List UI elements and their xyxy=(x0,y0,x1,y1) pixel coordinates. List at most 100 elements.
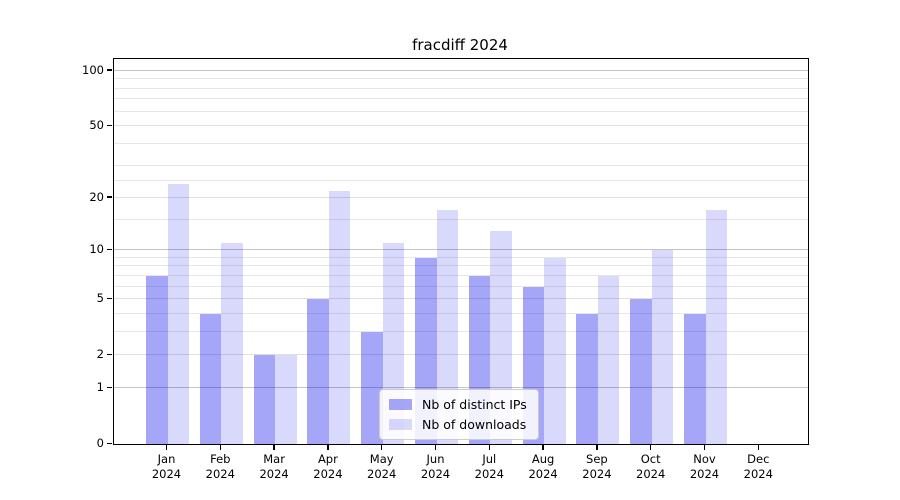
y-gridline xyxy=(114,387,808,388)
bar-ips-jan xyxy=(146,275,168,444)
x-tick-mark xyxy=(488,445,491,450)
bar-downloads-oct xyxy=(651,250,674,444)
y-tick-mark xyxy=(107,386,112,388)
bar-downloads-jan xyxy=(167,183,189,444)
x-tick-month: Mar xyxy=(263,452,285,466)
x-tick-year: 2024 xyxy=(420,467,451,481)
y-tick-mark xyxy=(107,297,112,300)
bar-downloads-aug xyxy=(544,257,566,444)
x-tick-label: Aug 2024 xyxy=(511,452,575,482)
y-gridline xyxy=(114,196,808,198)
x-tick-mark xyxy=(596,445,598,450)
plot-area: Nb of distinct IPs Nb of downloads xyxy=(113,58,809,445)
x-tick-month: Sep xyxy=(586,452,608,466)
x-tick-year: 2024 xyxy=(743,467,773,481)
y-tick-label: 10 xyxy=(89,242,104,257)
legend-swatch-icon xyxy=(389,419,412,430)
minor-gridline xyxy=(114,285,808,287)
y-tick-label: 1 xyxy=(96,380,104,394)
y-tick-label: 0 xyxy=(96,436,104,450)
x-tick-year: 2024 xyxy=(689,467,720,481)
x-tick-month: Jul xyxy=(482,452,497,466)
x-tick-mark xyxy=(757,445,760,450)
x-tick-label: May 2024 xyxy=(350,452,414,482)
bar-downloads-apr xyxy=(328,190,351,444)
x-tick-label: Jun 2024 xyxy=(404,452,468,482)
y-tick-label: 20 xyxy=(89,189,104,204)
x-tick-month: Apr xyxy=(317,452,338,466)
y-gridline xyxy=(114,125,808,127)
y-tick-label: 2 xyxy=(96,347,104,362)
x-tick-label: Nov 2024 xyxy=(673,452,737,482)
bar-ips-oct xyxy=(630,299,652,444)
minor-gridline xyxy=(114,142,808,144)
x-tick-month: May xyxy=(369,452,394,466)
legend-label: Nb of downloads xyxy=(422,417,527,432)
y-tick-label: 100 xyxy=(82,62,104,77)
minor-gridline xyxy=(114,256,808,258)
minor-gridline xyxy=(114,110,808,112)
legend-label: Nb of distinct IPs xyxy=(422,397,527,412)
x-tick-month: Feb xyxy=(210,452,231,466)
y-tick-mark xyxy=(107,353,112,356)
x-tick-mark xyxy=(434,445,437,450)
chart-title: fracdiff 2024 xyxy=(412,36,508,54)
x-tick-year: 2024 xyxy=(582,467,612,481)
x-tick-year: 2024 xyxy=(151,467,182,481)
x-tick-mark xyxy=(380,445,383,450)
y-tick-label: 5 xyxy=(96,291,104,306)
y-gridline xyxy=(114,249,808,251)
bar-ips-apr xyxy=(307,299,329,444)
x-tick-month: Dec xyxy=(747,452,770,466)
minor-gridline xyxy=(114,312,808,314)
y-tick-mark xyxy=(107,196,112,198)
x-tick-mark xyxy=(703,445,706,450)
bar-downloads-sep xyxy=(597,275,620,444)
y-tick-mark xyxy=(107,124,112,127)
x-tick-year: 2024 xyxy=(528,467,558,481)
minor-gridline xyxy=(114,98,808,100)
x-tick-mark xyxy=(219,445,222,450)
x-tick-month: Aug xyxy=(531,452,555,466)
bar-downloads-feb xyxy=(221,243,243,444)
x-tick-year: 2024 xyxy=(259,467,289,481)
y-gridline xyxy=(114,298,808,300)
x-tick-year: 2024 xyxy=(636,467,666,481)
minor-gridline xyxy=(114,274,808,276)
x-tick-label: Feb 2024 xyxy=(188,452,252,482)
x-tick-label: Sep 2024 xyxy=(565,452,629,482)
x-tick-mark xyxy=(327,445,329,450)
y-tick-label: 50 xyxy=(89,118,104,133)
x-tick-month: Jun xyxy=(426,452,445,466)
x-tick-year: 2024 xyxy=(313,467,343,481)
minor-gridline xyxy=(114,179,808,181)
minor-gridline xyxy=(114,87,808,89)
x-tick-month: Jan xyxy=(157,452,176,466)
bar-ips-feb xyxy=(199,313,222,444)
x-tick-label: Apr 2024 xyxy=(296,452,360,482)
bar-downloads-nov xyxy=(705,210,727,444)
bar-ips-nov xyxy=(684,313,706,444)
x-tick-year: 2024 xyxy=(205,467,235,481)
x-tick-mark xyxy=(273,445,275,450)
legend-row: Nb of downloads xyxy=(389,417,527,432)
x-tick-mark xyxy=(542,445,544,450)
bar-downloads-mar xyxy=(275,355,297,444)
y-gridline xyxy=(114,69,808,71)
x-tick-mark xyxy=(649,445,652,450)
y-gridline xyxy=(114,354,808,356)
legend-swatch-icon xyxy=(389,399,412,410)
y-tick-mark xyxy=(107,442,112,444)
minor-gridline xyxy=(114,265,808,267)
x-tick-month: Nov xyxy=(693,452,716,466)
y-tick-mark xyxy=(107,69,112,71)
bar-downloads-jun xyxy=(436,210,458,444)
bar-ips-may xyxy=(361,331,383,444)
minor-gridline xyxy=(114,78,808,80)
x-tick-mark xyxy=(165,445,168,450)
minor-gridline xyxy=(114,218,808,220)
x-tick-month: Oct xyxy=(640,452,661,466)
minor-gridline xyxy=(114,165,808,167)
legend-row: Nb of distinct IPs xyxy=(389,397,527,412)
